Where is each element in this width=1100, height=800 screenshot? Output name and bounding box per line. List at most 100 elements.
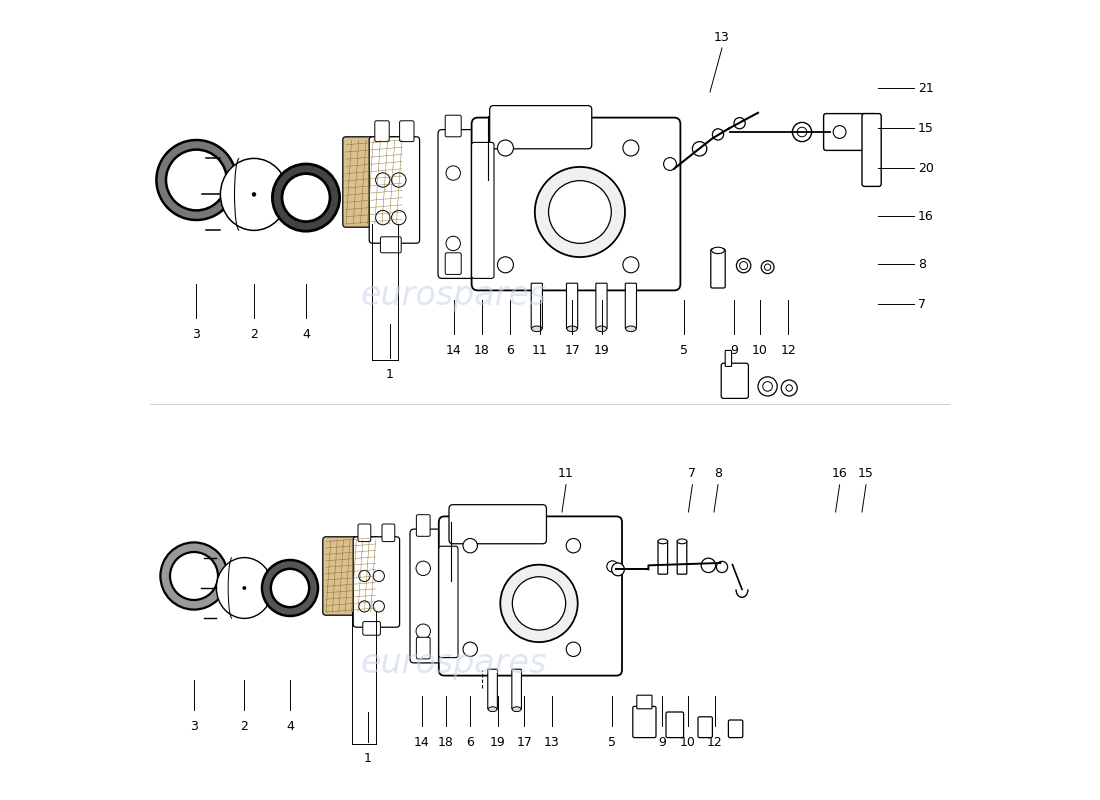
FancyBboxPatch shape xyxy=(824,114,877,150)
Text: 14: 14 xyxy=(447,344,462,357)
Circle shape xyxy=(623,140,639,156)
Text: 15: 15 xyxy=(918,122,934,134)
FancyBboxPatch shape xyxy=(439,517,622,675)
Text: 17: 17 xyxy=(564,344,581,357)
Circle shape xyxy=(359,601,370,612)
Circle shape xyxy=(166,150,227,210)
FancyBboxPatch shape xyxy=(439,546,458,658)
Circle shape xyxy=(713,129,724,140)
Text: 7: 7 xyxy=(918,298,926,310)
Circle shape xyxy=(623,257,639,273)
FancyBboxPatch shape xyxy=(322,537,378,615)
Text: 10: 10 xyxy=(751,344,768,357)
FancyBboxPatch shape xyxy=(725,350,732,366)
Circle shape xyxy=(375,173,390,187)
FancyBboxPatch shape xyxy=(343,137,405,227)
Circle shape xyxy=(607,561,618,572)
FancyBboxPatch shape xyxy=(728,720,743,738)
Text: 16: 16 xyxy=(832,467,847,480)
Text: 2: 2 xyxy=(250,328,257,341)
FancyBboxPatch shape xyxy=(512,669,521,709)
Circle shape xyxy=(252,192,256,197)
Circle shape xyxy=(463,538,477,553)
Text: 1: 1 xyxy=(386,368,394,381)
Circle shape xyxy=(762,382,772,391)
Circle shape xyxy=(798,127,806,137)
FancyBboxPatch shape xyxy=(666,712,683,738)
Circle shape xyxy=(692,142,707,156)
Circle shape xyxy=(282,174,330,222)
FancyBboxPatch shape xyxy=(487,669,497,709)
Text: 11: 11 xyxy=(531,344,548,357)
Circle shape xyxy=(535,167,625,257)
Circle shape xyxy=(375,210,390,225)
Ellipse shape xyxy=(761,261,774,274)
Circle shape xyxy=(734,118,745,129)
FancyBboxPatch shape xyxy=(531,283,542,329)
Circle shape xyxy=(701,558,716,573)
Text: 11: 11 xyxy=(558,467,574,480)
FancyBboxPatch shape xyxy=(381,237,402,253)
Ellipse shape xyxy=(596,326,607,331)
FancyBboxPatch shape xyxy=(353,537,399,627)
Circle shape xyxy=(446,236,461,250)
Text: eurospares: eurospares xyxy=(361,647,547,681)
Circle shape xyxy=(513,577,565,630)
Ellipse shape xyxy=(513,707,521,712)
FancyBboxPatch shape xyxy=(449,505,547,544)
Circle shape xyxy=(262,560,318,616)
FancyBboxPatch shape xyxy=(490,106,592,149)
FancyBboxPatch shape xyxy=(410,529,444,663)
Text: 19: 19 xyxy=(491,736,506,749)
FancyBboxPatch shape xyxy=(370,137,419,243)
FancyBboxPatch shape xyxy=(625,283,637,329)
Text: 5: 5 xyxy=(608,736,616,749)
Circle shape xyxy=(833,126,846,138)
FancyBboxPatch shape xyxy=(658,541,668,574)
Text: 4: 4 xyxy=(286,720,294,733)
Ellipse shape xyxy=(566,326,578,331)
Text: 4: 4 xyxy=(302,328,310,341)
Text: 20: 20 xyxy=(918,162,934,174)
Ellipse shape xyxy=(626,326,636,331)
FancyBboxPatch shape xyxy=(446,253,461,274)
Ellipse shape xyxy=(678,539,686,544)
FancyBboxPatch shape xyxy=(698,717,713,738)
FancyBboxPatch shape xyxy=(417,514,430,536)
Circle shape xyxy=(566,642,581,657)
FancyBboxPatch shape xyxy=(862,114,881,186)
FancyBboxPatch shape xyxy=(417,638,430,659)
Ellipse shape xyxy=(220,158,287,230)
Text: 15: 15 xyxy=(858,467,873,480)
Text: 12: 12 xyxy=(781,344,796,357)
Text: 19: 19 xyxy=(594,344,609,357)
FancyBboxPatch shape xyxy=(596,283,607,329)
Circle shape xyxy=(271,569,309,607)
Text: 10: 10 xyxy=(680,736,695,749)
Text: 5: 5 xyxy=(680,344,688,357)
FancyBboxPatch shape xyxy=(678,541,686,574)
Text: 6: 6 xyxy=(506,344,514,357)
Ellipse shape xyxy=(764,264,771,270)
Text: 6: 6 xyxy=(466,736,474,749)
Text: eurospares: eurospares xyxy=(361,279,547,313)
Text: 18: 18 xyxy=(438,736,454,749)
Text: 8: 8 xyxy=(918,258,926,270)
Text: 8: 8 xyxy=(714,467,722,480)
Circle shape xyxy=(549,181,612,243)
Circle shape xyxy=(392,210,406,225)
Text: 7: 7 xyxy=(689,467,696,480)
FancyBboxPatch shape xyxy=(472,118,681,290)
FancyBboxPatch shape xyxy=(399,121,414,142)
FancyBboxPatch shape xyxy=(472,142,494,278)
FancyBboxPatch shape xyxy=(632,706,656,738)
Ellipse shape xyxy=(712,247,725,254)
Text: 13: 13 xyxy=(714,31,730,44)
FancyBboxPatch shape xyxy=(711,249,725,288)
Circle shape xyxy=(786,385,792,391)
Circle shape xyxy=(161,542,228,610)
Ellipse shape xyxy=(658,539,668,544)
Text: 3: 3 xyxy=(192,328,200,341)
Circle shape xyxy=(500,565,578,642)
Ellipse shape xyxy=(739,262,748,270)
